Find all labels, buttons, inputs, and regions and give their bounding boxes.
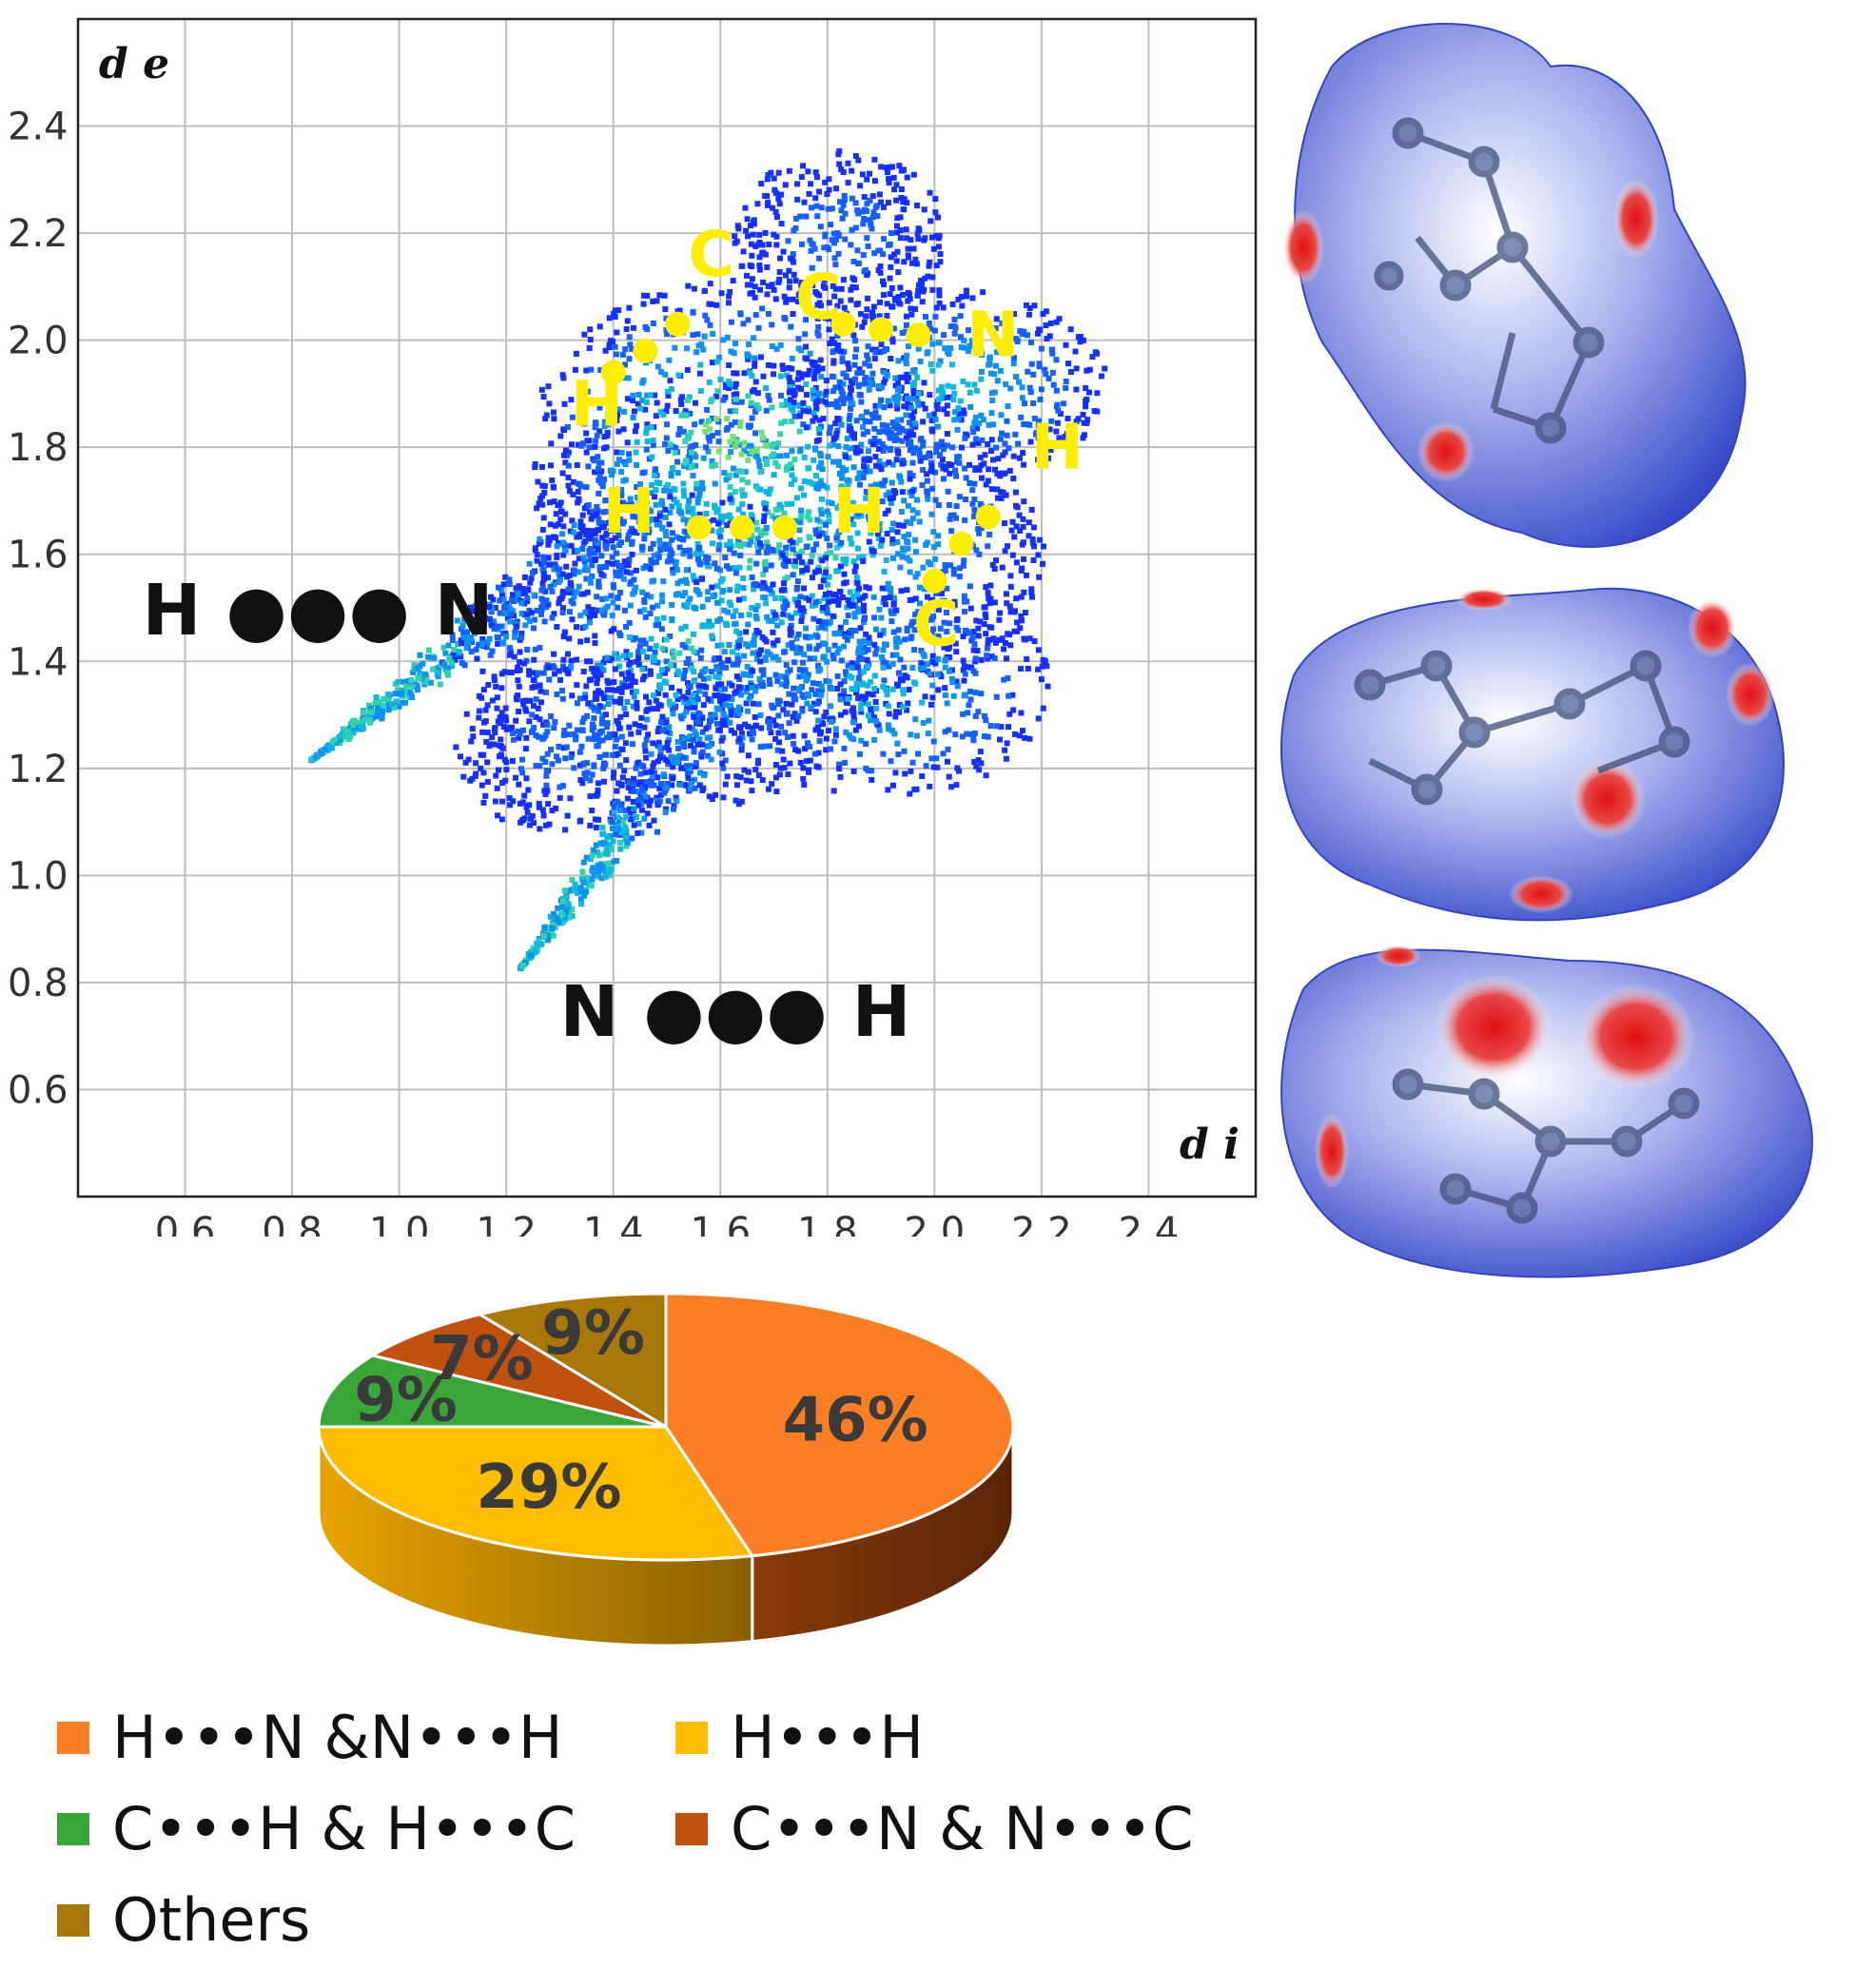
annotation-dot [975,504,1001,530]
x-tick-label: 0.8 [262,1210,322,1237]
annotation-dot [600,360,626,385]
contact-annotation: H [832,475,885,548]
y-tick-label: 0.6 [8,1068,68,1112]
y-tick-label: 2.2 [8,212,68,256]
pie-sides [317,1426,1015,1647]
x-tick-label: 1.4 [583,1210,644,1237]
legend-swatch [57,1721,89,1754]
plot-frame [76,17,1258,1199]
annotation-dot [771,515,797,540]
annotation-dot [729,515,754,540]
x-tick-label: 1.0 [369,1210,430,1237]
legend-item-ch: C•••H & H•••C [57,1794,576,1863]
y-tick-label: 1.2 [8,748,68,791]
y-tick-label: 1.8 [8,426,68,470]
fingerprint-plot: 0.6 0.8 1.0 1.2 1.4 1.6 1.8 2.0 2.2 2.4 0.6 0.8 1.0… [0,0,1265,1237]
legend-item-hh: H•••H [675,1703,924,1772]
annotation-dot [906,322,931,348]
contact-annotation: H [602,475,654,548]
contact-annotation: N ●●● H [559,971,910,1053]
pie-percent-label: 9% [354,1366,458,1436]
annotation-dot [869,317,894,342]
pie-slice [664,1292,1015,1558]
y-tick-labels: 0.6 0.8 1.0 1.2 1.4 1.6 1.8 2.0 2.2 2.4 [8,106,68,1113]
legend-item-hn: H•••N &N•••H [57,1703,562,1772]
pie-percent-label: 9% [541,1298,645,1369]
x-tick-label: 0.6 [155,1210,216,1237]
surface-view-2 [1280,587,1785,922]
pie-slice [476,1292,668,1430]
contact-annotation: C [689,218,734,291]
pie-slice [317,1425,755,1562]
pie-percent-label: 7% [430,1324,534,1394]
y-tick-label: 1.4 [8,640,68,684]
legend-label: Others [112,1885,311,1955]
x-tick-label: 1.8 [797,1210,858,1237]
fingerprint-point-cloud [308,147,1108,972]
annotation-dot [686,515,712,540]
surface-view-1 [1282,23,1747,548]
contact-annotation: H ●●● N [143,570,494,652]
legend-swatch [675,1721,708,1754]
legend-label: H•••N &N•••H [112,1703,563,1772]
pie-percent-labels: 46% 29% 9%7% 9% [354,1298,928,1523]
y-tick-label: 1.0 [8,854,68,898]
x-tick-label: 2.2 [1011,1210,1072,1237]
annotation-dot [665,311,691,337]
pie-slice [317,1354,667,1429]
surface-view-3 [1280,945,1813,1278]
legend-label: H•••H [731,1703,924,1772]
contact-annotation: H [571,368,623,441]
annotation-dot [922,568,947,594]
hirshfeld-surfaces [1280,23,1813,1278]
y-tick-label: 2.0 [8,320,68,363]
legend-item-others: Others [57,1885,310,1955]
pie-slices [317,1292,1015,1562]
y-tick-label: 1.6 [8,534,68,577]
contact-annotation: C [795,261,841,334]
annotation-dot [948,531,974,556]
legend-swatch [675,1812,708,1845]
x-tick-labels: 0.6 0.8 1.0 1.2 1.4 1.6 1.8 2.0 2.2 2.4 [155,1210,1180,1237]
legend-label: C•••N & N•••C [731,1794,1194,1863]
x-tick-label: 1.2 [476,1210,537,1237]
pie-percent-label: 46% [783,1385,928,1455]
x-tick-label: 2.0 [905,1210,966,1237]
contact-annotation: N [967,299,1019,372]
pie-percent-label: 29% [476,1452,621,1523]
x-axis-label: d i [1180,1121,1240,1169]
legend-swatch [57,1903,89,1937]
annotation-dot [830,311,856,337]
annotation-dots [600,311,1001,594]
pie-slice [368,1313,667,1429]
legend-swatch [57,1812,89,1845]
y-tick-label: 2.4 [8,106,68,149]
y-tick-label: 0.8 [8,962,68,1005]
x-tick-label: 2.4 [1119,1210,1180,1237]
annotation-dot [633,338,658,363]
legend-item-cn: C•••N & N•••C [675,1794,1194,1863]
contact-annotation: C [913,587,959,660]
contact-pie-chart: 46% 29% 9%7% 9% [317,1292,1015,1647]
contact-annotation: H [1031,411,1084,484]
y-axis-label: d e [99,40,169,88]
x-tick-label: 1.6 [690,1210,751,1237]
legend-label: C•••H & H•••C [112,1794,576,1863]
